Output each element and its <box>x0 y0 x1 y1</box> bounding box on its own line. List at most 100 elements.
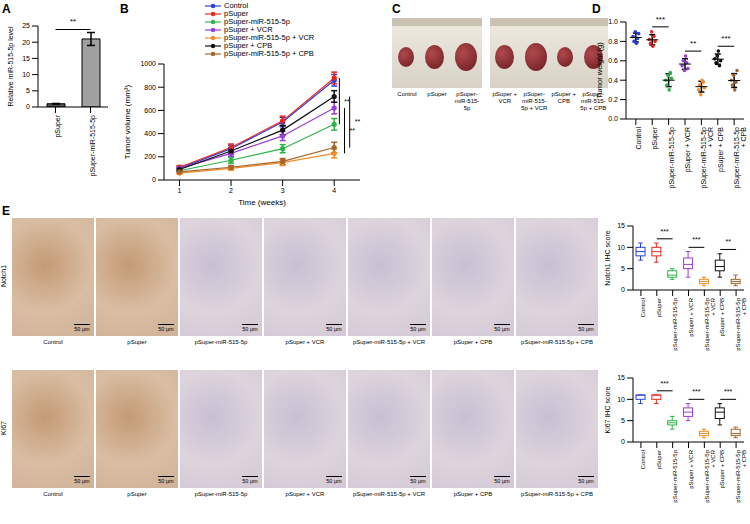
svg-text:***: *** <box>721 34 730 43</box>
svg-text:200: 200 <box>144 153 156 160</box>
svg-text:**: ** <box>690 39 696 48</box>
svg-text:1000: 1000 <box>140 60 156 67</box>
svg-text:pSuper-miR-515-5p: pSuper-miR-515-5p <box>672 297 678 350</box>
svg-text:15: 15 <box>617 374 625 381</box>
svg-text:0: 0 <box>621 286 625 293</box>
svg-text:Control: Control <box>635 127 642 150</box>
svg-text:Tumor weight (g): Tumor weight (g) <box>595 42 604 99</box>
svg-text:pSuper-miR-515-5p+ CPB: pSuper-miR-515-5p+ CPB <box>733 127 747 189</box>
svg-text:25: 25 <box>22 22 30 29</box>
html-text:Control: Control <box>397 91 417 97</box>
svg-text:0.8: 0.8 <box>608 38 618 45</box>
svg-text:0.4: 0.4 <box>608 77 618 84</box>
svg-text:pSuper-miR-515-5p+ VCR: pSuper-miR-515-5p+ VCR <box>704 449 716 502</box>
svg-text:***: *** <box>692 236 700 243</box>
svg-text:pSuper: pSuper <box>656 450 662 469</box>
html-text:Control: Control <box>43 339 63 345</box>
html-text:pSuper + VCR: pSuper + VCR <box>224 25 273 34</box>
html-text:pSuper-miR-515-5p + VCR: pSuper-miR-515-5p + VCR <box>224 33 315 42</box>
svg-text:pSuper + CPB: pSuper + CPB <box>719 450 725 489</box>
html-text:D: D <box>592 2 601 16</box>
svg-text:pSuper + CPB: pSuper + CPB <box>717 127 725 172</box>
html-text:pSuper: pSuper <box>427 91 447 97</box>
svg-text:0.2: 0.2 <box>608 96 618 103</box>
html-text:pSuper-miR-515-5p: pSuper-miR-515-5p <box>224 17 290 26</box>
svg-text:1: 1 <box>178 187 182 194</box>
html-text:pSuper-miR-515-5p: pSuper-miR-515-5p <box>454 91 480 111</box>
svg-text:pSuper + VCR: pSuper + VCR <box>688 449 694 489</box>
svg-text:400: 400 <box>144 130 156 137</box>
html-text:A: A <box>2 2 11 16</box>
html-text:pSuper-miR-515-5p + CPB: pSuper-miR-515-5p + CPB <box>224 49 314 58</box>
svg-text:600: 600 <box>144 107 156 114</box>
html-text:50 μm: 50 μm <box>326 326 342 332</box>
html-text:pSuper + CPB: pSuper + CPB <box>224 41 273 50</box>
svg-text:20: 20 <box>22 39 30 46</box>
svg-text:15: 15 <box>617 222 625 229</box>
svg-text:5: 5 <box>621 417 625 424</box>
svg-text:pSuper-miR-515-5p+ VCR: pSuper-miR-515-5p+ VCR <box>700 127 714 189</box>
svg-text:pSuper-miR-515-5p: pSuper-miR-515-5p <box>89 115 97 177</box>
svg-text:***: *** <box>656 15 665 24</box>
svg-text:***: *** <box>724 388 732 395</box>
html-text:E: E <box>2 204 10 218</box>
html-text:50 μm: 50 μm <box>242 326 258 332</box>
svg-text:pSuper: pSuper <box>651 126 659 149</box>
html-text:B: B <box>120 2 129 16</box>
svg-text:pSuper + VCR: pSuper + VCR <box>684 127 692 172</box>
svg-text:1.0: 1.0 <box>608 18 618 25</box>
svg-text:pSuper + CPB: pSuper + CPB <box>719 298 725 337</box>
svg-text:pSuper-miR-515-5p+ VCR: pSuper-miR-515-5p+ VCR <box>704 297 716 350</box>
svg-text:Control: Control <box>640 450 646 469</box>
svg-text:**: ** <box>350 127 356 134</box>
svg-text:***: *** <box>692 388 700 395</box>
svg-text:Tumor volume (mm³): Tumor volume (mm³) <box>123 84 132 159</box>
svg-text:5: 5 <box>26 87 30 94</box>
svg-text:**: ** <box>355 118 361 125</box>
svg-text:pSuper + VCR: pSuper + VCR <box>688 297 694 337</box>
svg-text:pSuper-miR-515-5p: pSuper-miR-515-5p <box>672 449 678 502</box>
svg-text:pSuper-miR-515-5p+ CPB: pSuper-miR-515-5p+ CPB <box>735 297 747 350</box>
svg-text:15: 15 <box>22 55 30 62</box>
html-text:pSuper: pSuper <box>224 9 249 18</box>
html-text:Notch1: Notch1 <box>0 264 7 288</box>
svg-text:pSuper-miR-515-5p+ CPB: pSuper-miR-515-5p+ CPB <box>735 449 747 502</box>
svg-text:10: 10 <box>617 244 625 251</box>
svg-text:***: *** <box>661 380 669 387</box>
svg-text:800: 800 <box>144 84 156 91</box>
html-text:pSuper: pSuper <box>127 339 147 345</box>
svg-text:pSuper: pSuper <box>54 114 62 137</box>
svg-text:Ki67 IHC score: Ki67 IHC score <box>604 386 611 433</box>
svg-text:10: 10 <box>22 71 30 78</box>
svg-text:***: *** <box>661 228 669 235</box>
svg-text:Control: Control <box>640 298 646 317</box>
svg-text:0.6: 0.6 <box>608 57 618 64</box>
svg-text:**: ** <box>70 17 76 26</box>
html-text:50 μm: 50 μm <box>74 326 90 332</box>
svg-text:10: 10 <box>617 396 625 403</box>
svg-text:Relative miR-515-5p level: Relative miR-515-5p level <box>7 26 15 107</box>
svg-text:**: ** <box>344 98 350 105</box>
html-text:pSuper-miR-515-5p: pSuper-miR-515-5p <box>194 339 248 345</box>
svg-text:5: 5 <box>621 265 625 272</box>
svg-text:2: 2 <box>229 187 233 194</box>
svg-text:4: 4 <box>332 187 336 194</box>
svg-text:0: 0 <box>152 176 156 183</box>
svg-text:0: 0 <box>26 103 30 110</box>
html-text:50 μm: 50 μm <box>158 326 174 332</box>
svg-text:3: 3 <box>281 187 285 194</box>
svg-text:pSuper-miR-515-5p: pSuper-miR-515-5p <box>668 127 676 189</box>
svg-text:0.0: 0.0 <box>608 115 618 122</box>
html-text:pSuper-miR-515-5p + VCR: pSuper-miR-515-5p + VCR <box>521 91 548 111</box>
svg-text:Time (weeks): Time (weeks) <box>238 198 286 207</box>
html-text:pSuper-miR-515-5p + CPB: pSuper-miR-515-5p + CPB <box>580 91 607 111</box>
svg-text:**: ** <box>725 238 731 245</box>
svg-text:0: 0 <box>621 438 625 445</box>
html-text:Control: Control <box>224 1 249 10</box>
svg-text:pSuper: pSuper <box>656 298 662 317</box>
html-text:pSuper + CPB: pSuper + CPB <box>551 91 576 104</box>
html-text:Ki67: Ki67 <box>0 421 7 435</box>
html-text:pSuper + VCR: pSuper + VCR <box>492 91 517 104</box>
svg-text:Notch1 IHC score: Notch1 IHC score <box>604 230 611 285</box>
html-text:C: C <box>392 2 401 16</box>
